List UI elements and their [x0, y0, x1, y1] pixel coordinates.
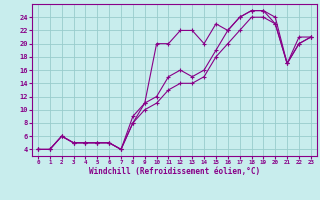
X-axis label: Windchill (Refroidissement éolien,°C): Windchill (Refroidissement éolien,°C) — [89, 167, 260, 176]
